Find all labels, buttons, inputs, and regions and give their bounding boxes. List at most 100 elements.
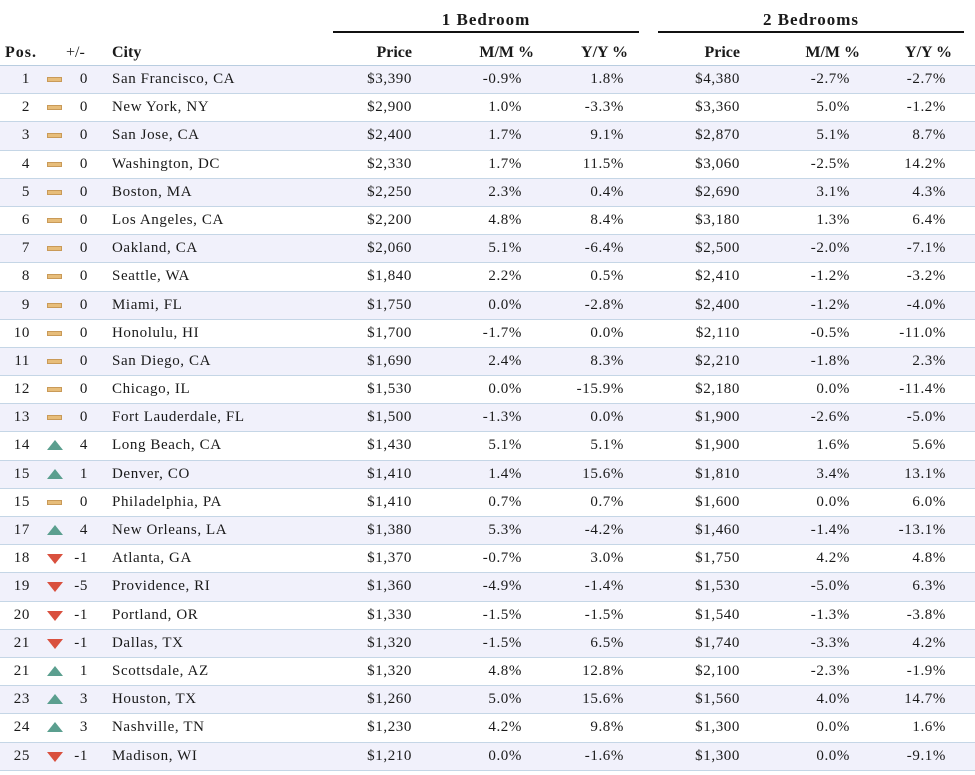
- rank-cell: 11: [14, 352, 30, 369]
- rank-change-cell: 0: [79, 493, 88, 510]
- price-2br-cell: $3,360: [695, 99, 740, 116]
- rank-cell: 6: [21, 211, 30, 228]
- mm-1br-cell: 5.0%: [488, 691, 522, 708]
- city-cell: New Orleans, LA: [112, 522, 228, 538]
- yy-1br-cell: -1.5%: [584, 606, 624, 623]
- trend-up-icon: [47, 468, 63, 479]
- yy-2br-cell: -3.8%: [906, 606, 946, 623]
- yy-1br-cell: 1.8%: [590, 71, 624, 87]
- header-pos: Pos.: [5, 44, 37, 61]
- trend-cell: [47, 573, 63, 600]
- trend-cell: [47, 404, 63, 431]
- table-row: 20 -1 Portland, OR $1,330 -1.5% -1.5% $1,540 -1…: [0, 601, 975, 630]
- price-2br-cell: $1,300: [695, 747, 740, 764]
- mm-1br-cell: -1.5%: [482, 634, 522, 651]
- price-2br-cell: $2,870: [695, 127, 740, 144]
- mm-1br-cell: 0.0%: [488, 381, 522, 398]
- yy-1br-cell: 0.0%: [590, 324, 624, 341]
- mm-2br-cell: 1.3%: [816, 211, 850, 228]
- trend-cell: [47, 292, 63, 319]
- rank-change-cell: -1: [74, 747, 88, 764]
- price-1br-cell: $1,360: [367, 578, 412, 595]
- trend-unchanged-icon: [47, 274, 62, 280]
- price-1br-cell: $1,840: [367, 268, 412, 285]
- table-row: 21 1 Scottsdale, AZ $1,320 4.8% 12.8% $2,100 -2…: [0, 657, 975, 687]
- price-1br-cell: $1,320: [367, 662, 412, 679]
- yy-2br-cell: -4.0%: [906, 296, 946, 313]
- table-row: 15 1 Denver, CO $1,410 1.4% 15.6% $1,810 3.4% 13…: [0, 460, 975, 489]
- price-1br-cell: $1,410: [367, 493, 412, 510]
- price-1br-cell: $1,700: [367, 324, 412, 341]
- table-row: 5 0 Boston, MA $2,250 2.3% 0.4% $2,690 3.1% 4.3%: [0, 178, 975, 207]
- mm-2br-cell: -1.2%: [810, 268, 850, 285]
- yy-2br-cell: 6.0%: [912, 493, 946, 510]
- mm-2br-cell: -1.8%: [810, 352, 850, 369]
- trend-cell: [47, 743, 63, 770]
- rank-cell: 13: [13, 409, 30, 426]
- rank-change-cell: 0: [79, 296, 88, 313]
- header-mm-1br: M/M %: [479, 44, 534, 61]
- rank-cell: 25: [13, 747, 30, 764]
- mm-1br-cell: -1.5%: [482, 606, 522, 623]
- rank-change-cell: 0: [79, 268, 88, 285]
- trend-cell: [47, 489, 63, 516]
- yy-2br-cell: -3.2%: [906, 268, 946, 285]
- header-price-1br: Price: [376, 44, 412, 61]
- mm-2br-cell: 0.0%: [816, 719, 850, 736]
- group-title-2-bedrooms: 2 Bedrooms: [762, 10, 860, 29]
- yy-1br-cell: 8.3%: [590, 352, 624, 369]
- trend-unchanged-icon: [47, 499, 62, 505]
- table-row: 9 0 Miami, FL $1,750 0.0% -2.8% $2,400 -1.2% -4.…: [0, 291, 975, 320]
- trend-cell: [47, 376, 63, 403]
- yy-1br-cell: 8.4%: [590, 211, 624, 228]
- mm-1br-cell: 0.7%: [488, 493, 522, 510]
- mm-2br-cell: -0.5%: [810, 324, 850, 341]
- price-2br-cell: $4,380: [695, 71, 740, 87]
- mm-2br-cell: -1.2%: [810, 296, 850, 313]
- city-cell: Scottsdale, AZ: [112, 662, 209, 679]
- trend-cell: [47, 263, 63, 290]
- table-row: 14 4 Long Beach, CA $1,430 5.1% 5.1% $1,900 1.6…: [0, 432, 975, 461]
- rank-change-cell: 4: [79, 522, 88, 538]
- rank-cell: 21: [13, 634, 30, 651]
- mm-2br-cell: 3.4%: [816, 465, 850, 482]
- rank-cell: 1: [21, 71, 30, 87]
- rank-cell: 9: [21, 296, 30, 313]
- rank-cell: 23: [13, 691, 30, 708]
- rank-change-cell: 1: [79, 662, 88, 679]
- yy-2br-cell: 6.4%: [912, 211, 946, 228]
- trend-cell: [47, 602, 63, 629]
- city-cell: New York, NY: [112, 99, 210, 116]
- city-cell: San Diego, CA: [112, 352, 212, 369]
- yy-2br-cell: 1.6%: [912, 719, 946, 736]
- mm-1br-cell: 2.3%: [488, 183, 522, 200]
- price-2br-cell: $1,900: [695, 409, 740, 426]
- rank-cell: 17: [13, 522, 30, 538]
- rank-cell: 10: [13, 324, 30, 341]
- rank-change-cell: 0: [79, 240, 88, 257]
- table-row: 17 4 New Orleans, LA $1,380 5.3% -4.2% $1,460 -…: [0, 517, 975, 546]
- trend-cell: [47, 686, 63, 713]
- yy-1br-cell: -1.6%: [584, 747, 624, 764]
- price-1br-cell: $1,430: [367, 437, 412, 454]
- price-2br-cell: $1,740: [695, 634, 740, 651]
- table-row: 19 -5 Providence, RI $1,360 -4.9% -1.4% $1,530…: [0, 573, 975, 602]
- price-2br-cell: $3,060: [695, 155, 740, 172]
- mm-2br-cell: 5.1%: [816, 127, 850, 144]
- table-row: 4 0 Washington, DC $2,330 1.7% 11.5% $3,060 -2.…: [0, 150, 975, 179]
- yy-1br-cell: 0.5%: [590, 268, 624, 285]
- mm-2br-cell: 1.6%: [816, 437, 850, 454]
- yy-1br-cell: 11.5%: [582, 155, 624, 172]
- trend-up-icon: [47, 525, 63, 535]
- trend-unchanged-icon: [47, 387, 62, 393]
- mm-2br-cell: 0.0%: [816, 381, 850, 398]
- city-cell: Denver, CO: [112, 465, 190, 482]
- mm-2br-cell: 3.1%: [816, 183, 850, 200]
- yy-1br-cell: 15.6%: [582, 691, 624, 708]
- trend-down-icon: [47, 554, 63, 565]
- table-row: 21 -1 Dallas, TX $1,320 -1.5% 6.5% $1,740 -3.3%…: [0, 629, 975, 658]
- city-cell: San Jose, CA: [112, 127, 200, 144]
- mm-2br-cell: 4.2%: [816, 550, 850, 567]
- mm-1br-cell: 1.7%: [488, 127, 522, 144]
- trend-cell: [47, 545, 63, 572]
